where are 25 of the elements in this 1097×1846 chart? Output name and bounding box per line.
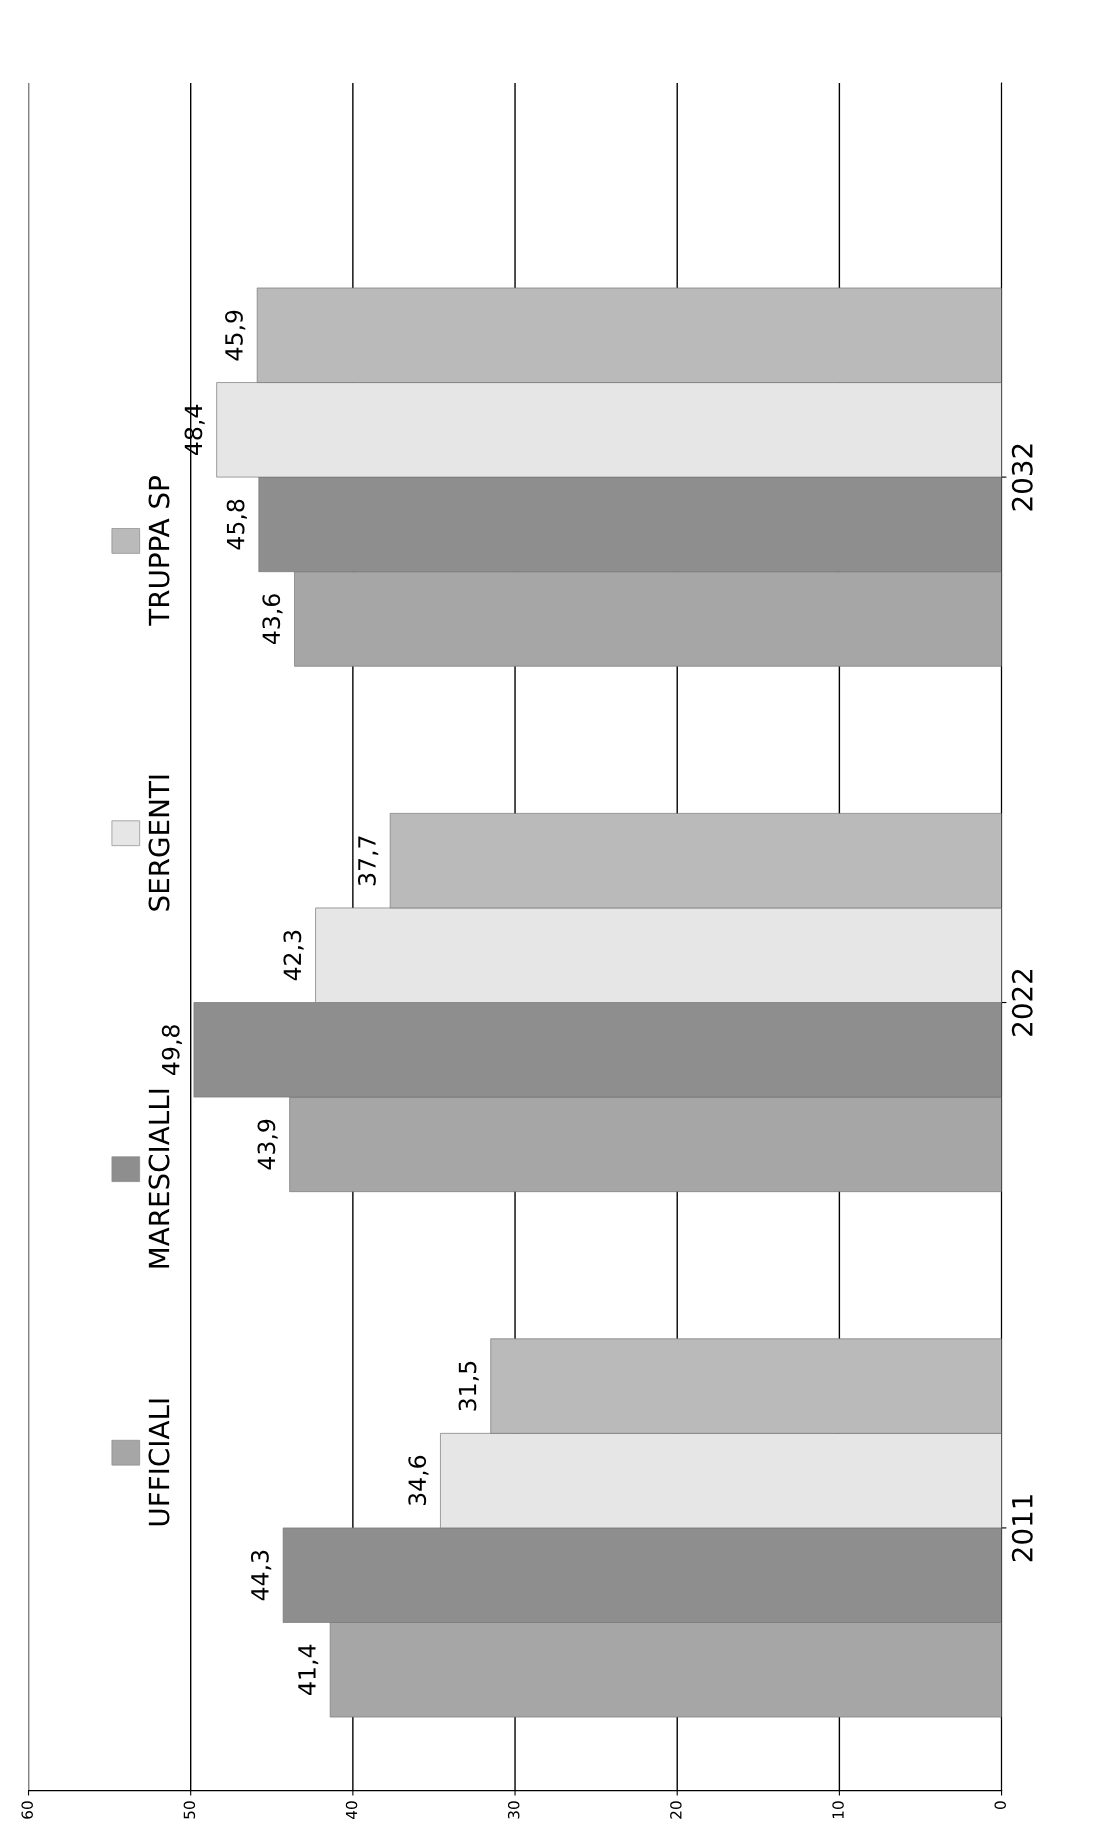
text: 49,8 xyxy=(161,1025,183,1075)
x-tick-label: 20 xyxy=(670,1801,682,1819)
legend-label: TRUPPA SP xyxy=(148,476,170,626)
x-tick-label: 40 xyxy=(345,1801,358,1820)
text: 41,4 xyxy=(298,1644,319,1695)
text: 45,8 xyxy=(226,499,247,550)
text: 43,6 xyxy=(262,594,283,645)
legend-label: MARESCIALLI xyxy=(148,1089,170,1268)
y-tick-label: 2032 xyxy=(1011,444,1033,511)
x-tick-label: 10 xyxy=(832,1801,844,1819)
x-tick-label: 60 xyxy=(21,1801,33,1819)
text: 44,3 xyxy=(250,1550,272,1601)
x-tick-label: 30 xyxy=(507,1801,520,1819)
y-tick-label: 2011 xyxy=(1011,1495,1033,1562)
legend-label: UFFICIALI xyxy=(148,1399,170,1526)
x-tick-label: 0 xyxy=(994,1801,1006,1810)
legend-label: SERGENTI xyxy=(148,775,170,911)
y-tick-label: 2022 xyxy=(1011,969,1033,1036)
text: 31,5 xyxy=(458,1361,479,1411)
text: 37,7 xyxy=(358,836,379,886)
text: 45,9 xyxy=(225,310,246,361)
x-tick-label: 50 xyxy=(183,1801,196,1819)
text: 34,6 xyxy=(408,1455,429,1506)
text: 43,9 xyxy=(257,1119,278,1170)
text: 42,3 xyxy=(283,930,304,981)
